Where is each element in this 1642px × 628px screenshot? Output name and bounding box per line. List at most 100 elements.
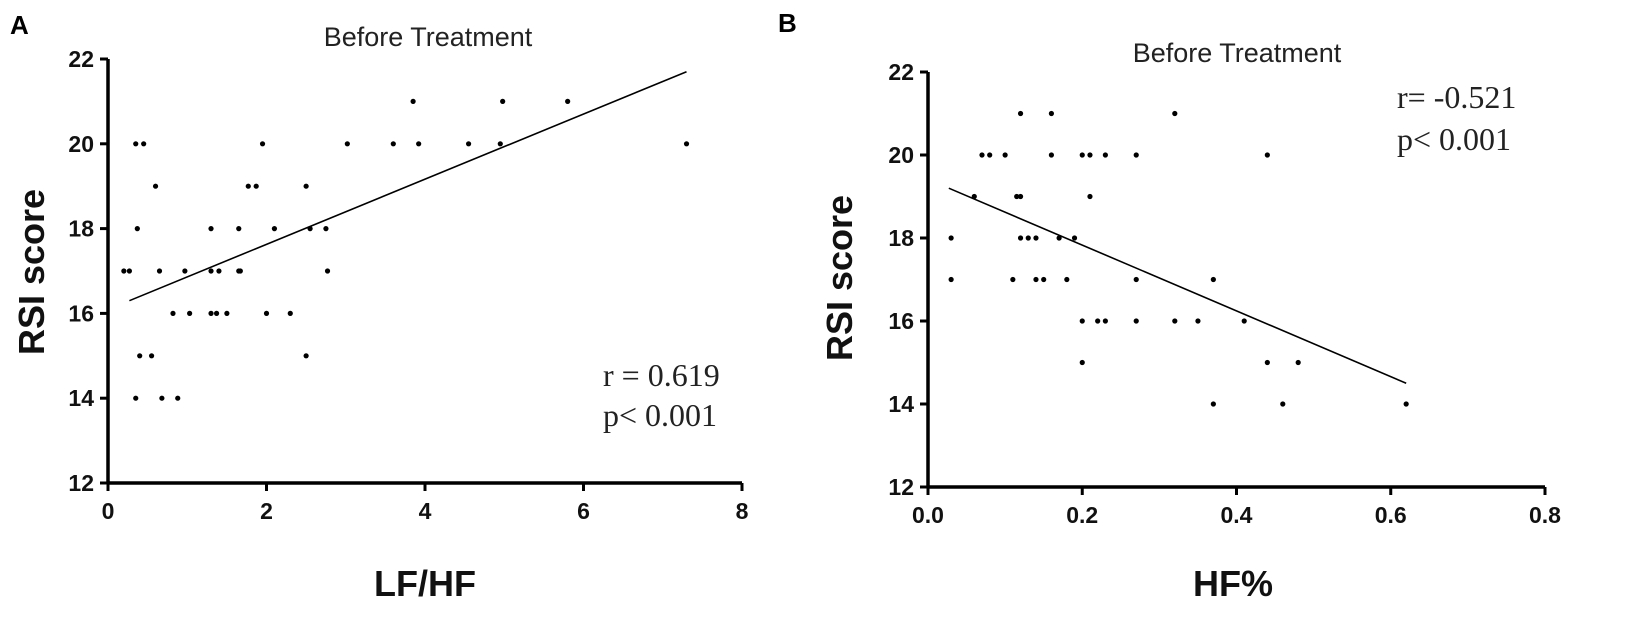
panel-a-data-point	[224, 310, 230, 316]
panel-b-y-tick-label: 20	[888, 142, 914, 168]
panel-a-data-point	[208, 268, 214, 274]
panel-a-x-tick-label: 8	[736, 498, 749, 524]
panel-b-data-point	[1017, 110, 1024, 117]
panel-b-ticks: 12 14 16 18 20 22 0.0 0.2 0.4 0.6 0.8	[888, 59, 1561, 528]
panel-b: B Before Treatment RSI score HF% 1214161…	[778, 8, 1561, 604]
panel-a-data-point	[187, 310, 193, 316]
panel-a-data-point	[565, 98, 571, 104]
panel-a-p-value: p< 0.001	[603, 397, 717, 433]
panel-a-data-point	[307, 226, 313, 232]
panel-a-data-point	[497, 141, 503, 147]
panel-a-data-point	[208, 226, 214, 232]
panel-b-data-point	[1064, 276, 1070, 283]
panel-a-data-point	[465, 141, 472, 147]
panel-a-fit	[129, 70, 687, 302]
panel-a-data-point	[216, 268, 222, 274]
panel-b-data-point	[1095, 318, 1101, 324]
panel-a-data-point	[156, 268, 163, 274]
panel-a-ticks: 12 14 16 18 20 22 0 2 4 6 8	[68, 46, 748, 524]
panel-b-y-tick-label: 14	[888, 391, 914, 417]
panel-b-y-tick-label: 16	[888, 308, 914, 334]
panel-b-y-axis-label: RSI score	[819, 195, 860, 361]
panel-a-data-point	[208, 310, 214, 316]
panel-b-data-point	[1210, 401, 1216, 407]
panel-b-data-point	[948, 276, 954, 283]
panel-a-data-point	[344, 141, 350, 147]
panel-a-data-point	[323, 226, 329, 232]
panel-b-y-tick-label: 12	[888, 474, 914, 500]
panel-a-y-tick-label: 12	[68, 470, 94, 496]
panel-a-data-point	[126, 268, 132, 274]
panel-a-data-point	[324, 268, 331, 274]
panel-a-x-tick-label: 6	[577, 498, 590, 524]
panel-a-data-point	[170, 310, 176, 316]
panel-b-title: Before Treatment	[1133, 38, 1342, 68]
panel-b-data-point	[1264, 152, 1270, 158]
panel-b-data-point	[1087, 152, 1093, 158]
panel-a-data-point	[236, 226, 242, 232]
panel-a-data-point	[303, 353, 309, 359]
panel-b-data-point	[1025, 235, 1031, 241]
panel-b-data-point	[1033, 276, 1039, 283]
panel-b-x-tick-label: 0.8	[1529, 502, 1561, 528]
panel-a-y-tick-label: 22	[68, 46, 94, 72]
panel-a-y-tick-label: 20	[68, 131, 94, 157]
panel-a-data-point	[263, 310, 270, 316]
panel-b-data-point	[1133, 318, 1139, 324]
panel-a-data-point	[175, 395, 181, 401]
panel-a-data-point	[390, 141, 396, 147]
panel-b-data-point	[1280, 401, 1286, 407]
panel-b-y-tick-label: 22	[888, 59, 914, 85]
panel-a-data-point	[287, 310, 293, 316]
panel-a-data-point	[182, 268, 188, 274]
panel-b-data-point	[1241, 318, 1247, 324]
panel-b-data-point	[1403, 401, 1409, 407]
panel-a-y-tick-label: 18	[68, 216, 94, 242]
panel-a-y-tick-label: 16	[68, 300, 94, 326]
panel-b-data-point	[1041, 276, 1047, 283]
panel-b-x-tick-label: 0.4	[1221, 502, 1253, 528]
panel-a-data-point	[121, 268, 127, 274]
panel-a-data-point	[303, 183, 309, 189]
panel-b-data-point	[1017, 193, 1024, 200]
panel-b-data-point	[1102, 152, 1108, 158]
panel-b-data-point	[1056, 235, 1062, 241]
panel-b-data-point	[1048, 110, 1054, 117]
panel-a-data-point	[141, 141, 147, 147]
panel-b-data-point	[1172, 110, 1178, 117]
panel-b-x-axis-label: HF%	[1193, 563, 1273, 604]
panel-a-data-point	[253, 183, 259, 189]
panel-a-x-tick-label: 2	[260, 498, 273, 524]
panel-a-data-point	[416, 141, 422, 147]
panel-a-letter: A	[10, 10, 29, 40]
panel-b-data-point	[1071, 235, 1078, 241]
panel-a-data-point	[271, 226, 278, 232]
panel-a-data-point	[245, 183, 251, 189]
panel-a-data-point	[500, 98, 506, 104]
panel-a-data-point	[259, 141, 266, 147]
panel-a-points	[121, 98, 690, 401]
panel-a-data-point	[159, 395, 165, 401]
panel-a-title: Before Treatment	[324, 22, 533, 52]
panel-b-data-point	[1295, 359, 1301, 366]
panel-b-fit	[948, 187, 1407, 384]
panel-b-data-point	[948, 235, 954, 241]
panel-b-x-tick-label: 0.6	[1375, 502, 1407, 528]
panel-b-data-point	[1079, 359, 1085, 366]
panel-a-x-axis-label: LF/HF	[374, 563, 476, 604]
panel-a-data-point	[133, 395, 139, 401]
panel-a: A Before Treatment RSI score LF/HF 12141…	[10, 10, 749, 604]
panel-b-data-point	[987, 152, 993, 158]
panel-b-y-tick-label: 18	[888, 225, 914, 251]
panel-a-data-point	[137, 353, 143, 359]
panel-b-data-point	[1210, 276, 1216, 283]
panel-b-data-point	[1017, 235, 1024, 241]
panel-a-data-point	[134, 226, 140, 232]
panel-b-data-point	[1087, 193, 1093, 200]
panel-b-data-point	[1172, 318, 1178, 324]
panel-b-data-point	[1195, 318, 1201, 324]
panel-a-y-tick-label: 14	[68, 385, 94, 411]
panel-b-x-tick-label: 0.0	[912, 502, 944, 528]
panel-a-r-value: r = 0.619	[603, 357, 720, 393]
